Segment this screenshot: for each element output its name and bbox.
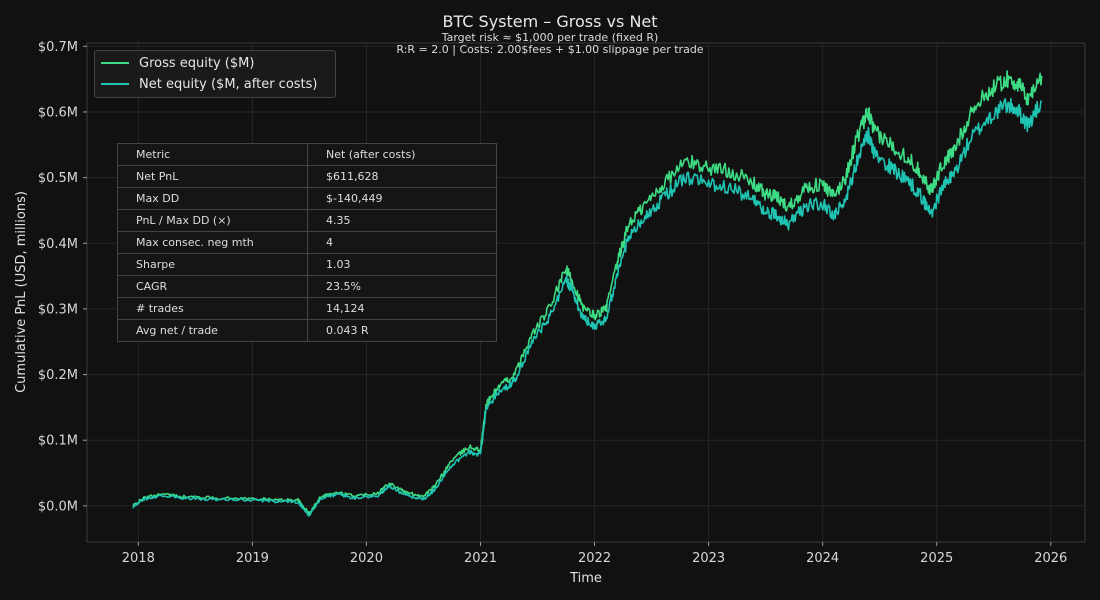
series-group bbox=[132, 70, 1043, 517]
y-tick-label: $0.0M bbox=[38, 499, 78, 514]
y-tick-label: $0.5M bbox=[38, 171, 78, 186]
stats-table: Metric Net (after costs) Net PnL $611,62… bbox=[117, 143, 497, 342]
stats-metric-name: PnL / Max DD (×) bbox=[117, 209, 308, 232]
y-tick-label: $0.4M bbox=[38, 237, 78, 252]
x-tick-label: 2021 bbox=[464, 551, 497, 566]
stats-metric-value: 4 bbox=[307, 231, 497, 254]
y-axis-label: Cumulative PnL (USD, millions) bbox=[14, 191, 29, 393]
stats-metric-name: Avg net / trade bbox=[117, 319, 308, 342]
stats-metric-name: Max consec. neg mth bbox=[117, 231, 308, 254]
stats-metric-value: 1.03 bbox=[307, 253, 497, 276]
stats-header-net: Net (after costs) bbox=[307, 143, 497, 166]
x-axis-label: Time bbox=[569, 571, 602, 586]
chart-title: BTC System – Gross vs Net bbox=[442, 12, 658, 31]
y-tick-label: $0.1M bbox=[38, 434, 78, 449]
stats-metric-value: 0.043 R bbox=[307, 319, 497, 342]
stats-metric-value: 14,124 bbox=[307, 297, 497, 320]
y-axis-ticks: $0.0M $0.1M $0.2M $0.3M $0.4M $0.5M $0.6M $0.7M bbox=[38, 40, 87, 514]
stats-metric-name: Max DD bbox=[117, 187, 308, 210]
x-tick-label: 2022 bbox=[578, 551, 611, 566]
chart-subtitle-line-1: Target risk ≈ $1,000 per trade (fixed R) bbox=[441, 31, 659, 44]
legend-swatch-net bbox=[101, 83, 129, 85]
legend: Gross equity ($M) Net equity ($M, after … bbox=[94, 50, 336, 98]
stats-row: CAGR 23.5% bbox=[117, 275, 497, 298]
stats-metric-name: Net PnL bbox=[117, 165, 308, 188]
y-tick-label: $0.7M bbox=[38, 40, 78, 55]
stats-row: Sharpe 1.03 bbox=[117, 253, 497, 276]
stats-row: PnL / Max DD (×) 4.35 bbox=[117, 209, 497, 232]
series-line-0 bbox=[132, 70, 1043, 515]
y-tick-label: $0.3M bbox=[38, 302, 78, 317]
stats-metric-value: 23.5% bbox=[307, 275, 497, 298]
stats-header-metric: Metric bbox=[117, 143, 308, 166]
stats-metric-name: # trades bbox=[117, 297, 308, 320]
legend-item-net: Net equity ($M, after costs) bbox=[101, 75, 318, 93]
y-tick-label: $0.6M bbox=[38, 105, 78, 120]
x-tick-label: 2024 bbox=[806, 551, 839, 566]
x-tick-label: 2018 bbox=[122, 551, 155, 566]
x-tick-label: 2026 bbox=[1034, 551, 1067, 566]
stats-header-row: Metric Net (after costs) bbox=[117, 143, 497, 166]
x-tick-label: 2019 bbox=[236, 551, 269, 566]
legend-label-gross: Gross equity ($M) bbox=[139, 55, 255, 71]
legend-label-net: Net equity ($M, after costs) bbox=[139, 76, 318, 92]
x-tick-label: 2025 bbox=[920, 551, 953, 566]
stats-row: Max DD $-140,449 bbox=[117, 187, 497, 210]
x-tick-label: 2020 bbox=[350, 551, 383, 566]
legend-swatch-gross bbox=[101, 62, 129, 64]
stats-row: # trades 14,124 bbox=[117, 297, 497, 320]
x-tick-label: 2023 bbox=[692, 551, 725, 566]
legend-item-gross: Gross equity ($M) bbox=[101, 54, 254, 72]
stats-row: Max consec. neg mth 4 bbox=[117, 231, 497, 254]
stats-metric-name: Sharpe bbox=[117, 253, 308, 276]
stats-metric-value: 4.35 bbox=[307, 209, 497, 232]
y-tick-label: $0.2M bbox=[38, 368, 78, 383]
stats-metric-value: $611,628 bbox=[307, 165, 497, 188]
chart-subtitle-line-2: R:R = 2.0 | Costs: 2.00$fees + $1.00 sli… bbox=[396, 43, 704, 56]
stats-metric-name: CAGR bbox=[117, 275, 308, 298]
series-line-1 bbox=[132, 97, 1043, 517]
stats-row: Avg net / trade 0.043 R bbox=[117, 319, 497, 342]
stats-row: Net PnL $611,628 bbox=[117, 165, 497, 188]
stats-metric-value: $-140,449 bbox=[307, 187, 497, 210]
x-axis-ticks: 2018 2019 2020 2021 2022 2023 2024 2025 2026 bbox=[122, 542, 1067, 566]
